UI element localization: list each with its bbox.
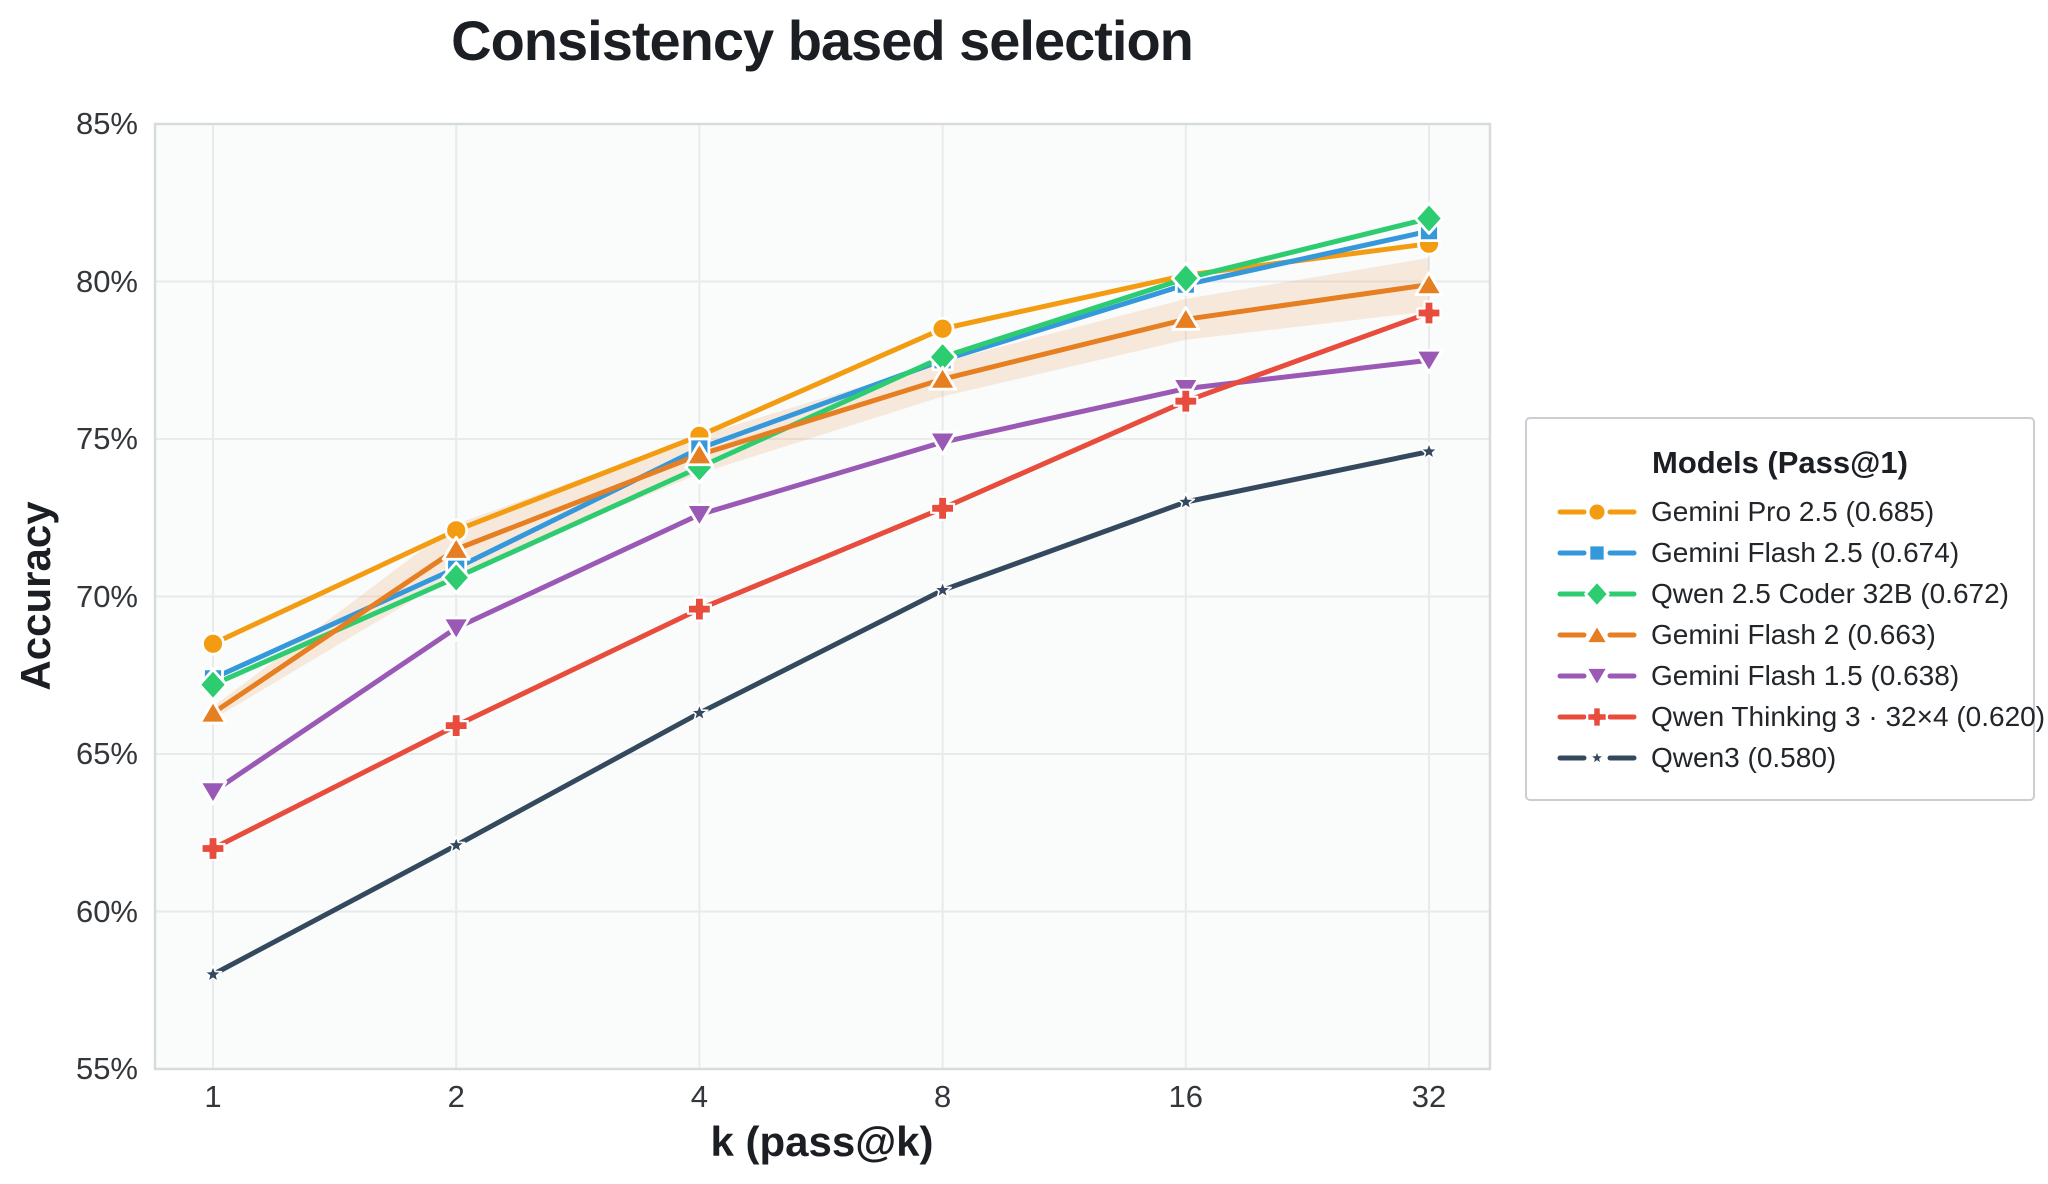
star-marker xyxy=(1589,749,1605,765)
legend-swatch xyxy=(1557,705,1637,728)
legend-swatch xyxy=(1557,501,1637,522)
legend-item: Qwen 2.5 Coder 32B (0.672) xyxy=(1527,573,2033,614)
triangle-up-marker xyxy=(198,699,228,725)
plus-marker xyxy=(1416,300,1442,326)
star-marker xyxy=(1419,441,1439,460)
y-tick-label: 85% xyxy=(75,106,138,141)
legend-rows: Gemini Pro 2.5 (0.685) Gemini Flash 2.5 (… xyxy=(1527,491,2045,778)
series-line xyxy=(210,228,1432,681)
star-marker xyxy=(933,580,952,599)
series-line xyxy=(210,282,1432,716)
legend-title: Models (Pass@1) xyxy=(1652,445,1908,480)
circle-marker xyxy=(201,631,225,656)
x-tick-label: 4 xyxy=(690,1079,709,1114)
legend-swatch xyxy=(1557,543,1637,562)
x-tick-label: 2 xyxy=(447,1079,465,1114)
x-axis-label: k (pass@k) xyxy=(710,1118,934,1165)
x-tick-label: 16 xyxy=(1168,1079,1204,1114)
star-marker xyxy=(446,835,466,854)
y-tick-label: 55% xyxy=(75,1051,138,1086)
triangle-up-marker xyxy=(1414,271,1444,297)
triangle-down-marker xyxy=(198,780,228,806)
y-tick-label: 60% xyxy=(75,893,138,929)
legend-swatch xyxy=(1557,622,1637,645)
plot-border xyxy=(153,122,1492,1071)
triangle-up-marker xyxy=(685,441,714,467)
series-line xyxy=(210,310,1432,851)
legend-item: Gemini Flash 1.5 (0.638) xyxy=(1527,655,2033,696)
circle-marker xyxy=(1586,501,1608,522)
triangle-up-marker xyxy=(1584,622,1610,645)
y-tick-label: 80% xyxy=(75,263,138,299)
star-marker xyxy=(1176,492,1196,511)
plus-marker xyxy=(200,835,226,862)
legend-item-label: Gemini Flash 2 (0.663) xyxy=(1651,618,1936,650)
legend-item-label: Qwen 2.5 Coder 32B (0.672) xyxy=(1651,577,2009,609)
triangle-down-marker xyxy=(928,430,957,456)
legend-item-label: Gemini Pro 2.5 (0.685) xyxy=(1651,495,1935,527)
triangle-down-marker xyxy=(685,503,714,528)
legend-item-label: Qwen Thinking 3 · 32×4 (0.620) xyxy=(1651,700,2046,732)
triangle-up-marker xyxy=(441,535,471,561)
plus-marker xyxy=(1173,388,1199,414)
x-tick-label: 32 xyxy=(1411,1079,1447,1114)
circle-marker xyxy=(930,316,955,341)
legend-item: Gemini Flash 2 (0.663) xyxy=(1527,614,2033,655)
star-marker xyxy=(690,703,709,722)
legend-item-label: Gemini Flash 2.5 (0.674) xyxy=(1651,536,1960,568)
legend-item: Qwen3 (0.580) xyxy=(1527,737,2033,778)
triangle-up-marker xyxy=(1171,305,1201,331)
plus-marker xyxy=(930,495,956,521)
plus-marker xyxy=(443,713,469,739)
plus-marker xyxy=(686,596,712,622)
series-line xyxy=(210,216,1432,688)
chart-title: Consistency based selection xyxy=(451,9,1194,72)
legend-item-label: Qwen3 (0.580) xyxy=(1651,741,1837,773)
legend-item: Qwen Thinking 3 · 32×4 (0.620) xyxy=(1527,696,2045,737)
legend-item-label: Gemini Flash 1.5 (0.638) xyxy=(1651,659,1960,691)
square-marker xyxy=(1587,543,1607,562)
diamond-marker xyxy=(1414,202,1444,235)
diamond-marker xyxy=(441,561,472,594)
legend-item: Gemini Pro 2.5 (0.685) xyxy=(1527,491,2033,532)
y-tick-label: 70% xyxy=(75,578,138,614)
plus-marker xyxy=(1586,705,1608,728)
diamond-marker xyxy=(1584,579,1610,608)
triangle-down-marker xyxy=(1584,665,1610,688)
legend-swatch xyxy=(1557,665,1637,688)
star-marker xyxy=(203,964,223,983)
triangle-down-marker xyxy=(441,616,471,642)
triangle-down-marker xyxy=(1414,348,1444,374)
x-tick-label: 1 xyxy=(204,1079,222,1114)
legend-item: Gemini Flash 2.5 (0.674) xyxy=(1527,532,2033,573)
y-tick-label: 65% xyxy=(75,736,138,771)
x-tick-label: 8 xyxy=(933,1079,952,1114)
diamond-marker xyxy=(1170,261,1201,295)
series-line xyxy=(210,449,1432,977)
legend-swatch xyxy=(1557,579,1637,608)
legend-swatch xyxy=(1557,749,1637,765)
legend: Models (Pass@1) Gemini Pro 2.5 (0.685) Ge… xyxy=(1525,417,2045,801)
y-tick-label: 75% xyxy=(75,421,138,456)
triangle-up-marker xyxy=(928,365,957,391)
